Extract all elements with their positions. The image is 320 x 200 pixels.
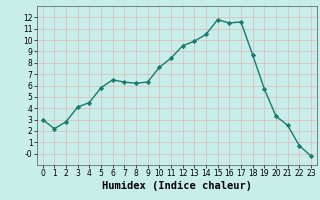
- X-axis label: Humidex (Indice chaleur): Humidex (Indice chaleur): [102, 181, 252, 191]
